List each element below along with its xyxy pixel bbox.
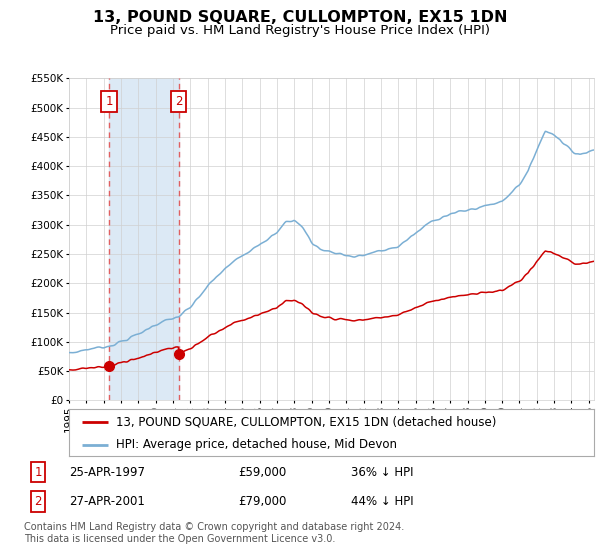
Text: Contains HM Land Registry data © Crown copyright and database right 2024.
This d: Contains HM Land Registry data © Crown c… [24,522,404,544]
Text: HPI: Average price, detached house, Mid Devon: HPI: Average price, detached house, Mid … [116,438,397,451]
Text: 25-APR-1997: 25-APR-1997 [69,465,145,479]
Text: 13, POUND SQUARE, CULLOMPTON, EX15 1DN (detached house): 13, POUND SQUARE, CULLOMPTON, EX15 1DN (… [116,416,497,428]
Text: 36% ↓ HPI: 36% ↓ HPI [351,465,413,479]
Bar [109,78,179,400]
Text: 1: 1 [34,465,42,479]
Text: 13, POUND SQUARE, CULLOMPTON, EX15 1DN: 13, POUND SQUARE, CULLOMPTON, EX15 1DN [93,10,507,25]
Text: 1: 1 [105,95,113,108]
Text: 2: 2 [175,95,182,108]
Text: £59,000: £59,000 [238,465,287,479]
Text: 27-APR-2001: 27-APR-2001 [69,495,145,508]
Text: 2: 2 [34,495,42,508]
Text: Price paid vs. HM Land Registry's House Price Index (HPI): Price paid vs. HM Land Registry's House … [110,24,490,36]
Text: £79,000: £79,000 [238,495,287,508]
Text: 44% ↓ HPI: 44% ↓ HPI [351,495,414,508]
